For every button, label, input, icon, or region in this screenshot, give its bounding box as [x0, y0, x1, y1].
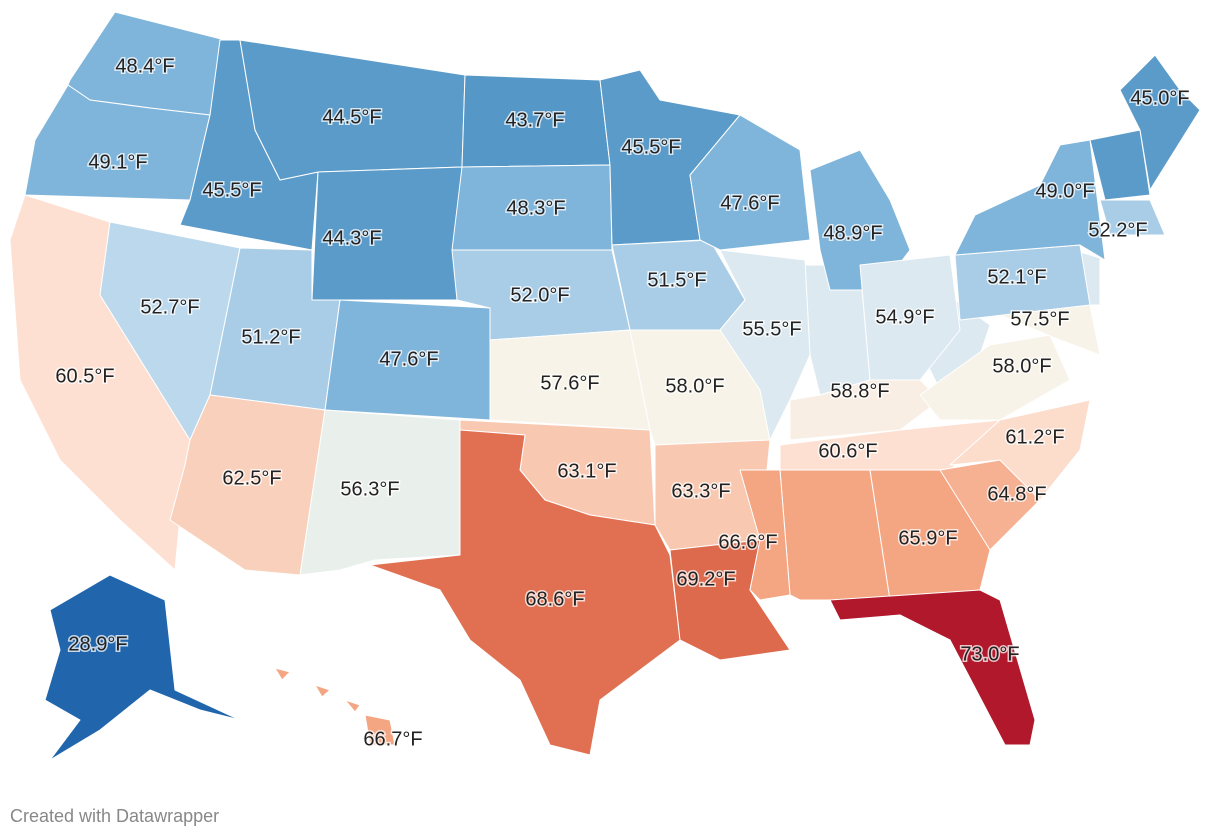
value-label: 57.6°F: [540, 372, 599, 394]
value-label: 45.5°F: [202, 179, 261, 201]
value-label: 58.8°F: [830, 380, 889, 402]
value-label: 52.7°F: [140, 296, 199, 318]
states: [9, 11, 1201, 761]
value-label: 73.0°F: [960, 643, 1019, 665]
state-shape: [919, 334, 1071, 421]
value-label: 52.1°F: [987, 266, 1046, 288]
value-label: 43.7°F: [505, 109, 564, 131]
state-shape: [1099, 199, 1166, 236]
value-label: 57.5°F: [1010, 308, 1069, 330]
state-shape: [689, 114, 811, 251]
value-label: 44.5°F: [322, 106, 381, 128]
value-label: 49.0°F: [1035, 180, 1094, 202]
value-label: 63.1°F: [557, 460, 616, 482]
state-shape: [344, 699, 361, 713]
value-label: 48.3°F: [506, 197, 565, 219]
state-shape: [274, 667, 291, 681]
state-shape: [1089, 129, 1151, 201]
state-shape: [859, 254, 961, 381]
state-shape: [364, 714, 396, 746]
value-label: 52.0°F: [510, 284, 569, 306]
value-label: 45.0°F: [1130, 87, 1189, 109]
value-label: 45.5°F: [621, 136, 680, 158]
state-shape: [44, 574, 241, 761]
value-label: 55.5°F: [742, 318, 801, 340]
value-label: 48.4°F: [115, 55, 174, 77]
value-label: 52.2°F: [1088, 219, 1147, 241]
value-label: 58.0°F: [992, 355, 1051, 377]
value-label: 49.1°F: [88, 151, 147, 173]
value-label: 56.3°F: [340, 478, 399, 500]
value-label: 28.9°F: [68, 633, 127, 655]
value-label: 68.6°F: [525, 588, 584, 610]
state-shape: [954, 139, 1106, 261]
value-label: 54.9°F: [875, 306, 934, 328]
state-shape: [314, 684, 331, 698]
value-label: 60.6°F: [818, 440, 877, 462]
value-label: 66.6°F: [718, 531, 777, 553]
value-label: 44.3°F: [322, 227, 381, 249]
state-shape: [369, 429, 681, 756]
value-label: 51.5°F: [647, 269, 706, 291]
labels: 48.4°F 49.1°F 60.5°F 52.7°F 45.5°F 44.5°F 44.3…: [54, 54, 1191, 752]
value-label: 64.8°F: [987, 483, 1046, 505]
value-label: 63.3°F: [671, 480, 730, 502]
footer: Created with Datawrapper: [10, 806, 219, 826]
state-shape: [829, 589, 1036, 746]
state-shape: [719, 249, 811, 441]
value-label: 51.2°F: [241, 326, 300, 348]
value-label: 47.6°F: [720, 192, 779, 214]
value-label: 48.9°F: [823, 222, 882, 244]
value-label: 58.0°F: [665, 375, 724, 397]
value-label: 60.5°F: [55, 365, 114, 387]
value-label: 47.6°F: [379, 348, 438, 370]
state-shape: [1119, 54, 1201, 191]
value-label: 66.7°F: [363, 728, 422, 750]
value-label: 62.5°F: [222, 467, 281, 489]
value-label: 69.2°F: [676, 568, 735, 590]
value-label: 65.9°F: [898, 527, 957, 549]
value-label: 61.2°F: [1005, 426, 1064, 448]
